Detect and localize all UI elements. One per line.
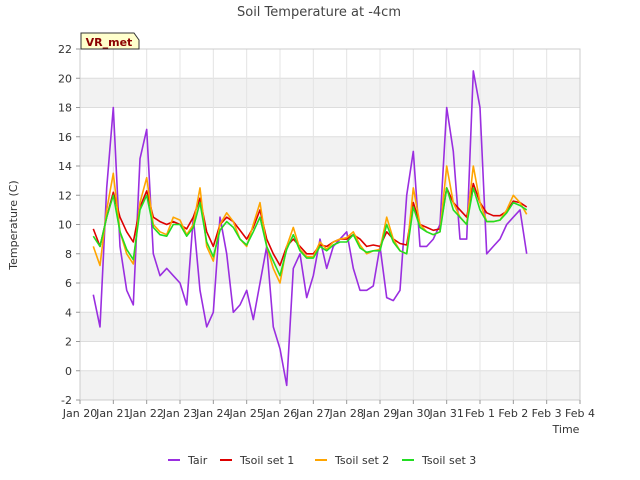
background-band: [80, 312, 580, 342]
chart-title: Soil Temperature at -4cm: [237, 5, 401, 20]
x-tick-label: Jan 22: [128, 407, 163, 420]
y-axis-ticks: -2 0 2 4 6 8 10 12 14 16 18 20 22: [58, 43, 80, 407]
x-tick-label: Feb 1: [465, 407, 495, 420]
legend-label: Tsoil set 1: [239, 454, 294, 467]
x-tick-label: Jan 20: [62, 407, 97, 420]
x-tick-label: Jan 30: [395, 407, 430, 420]
x-tick-label: Jan 21: [95, 407, 130, 420]
series-line-tsoil-set-3: [92, 187, 528, 277]
y-tick-label: 12: [58, 189, 72, 202]
x-tick-label: Jan 26: [262, 407, 297, 420]
background-band: [80, 195, 580, 225]
y-tick-label: 8: [65, 248, 72, 261]
y-tick-label: 2: [65, 336, 72, 349]
x-tick-label: Jan 29: [362, 407, 397, 420]
y-tick-label: 14: [58, 160, 72, 173]
background-band: [80, 370, 580, 400]
y-tick-label: 18: [58, 102, 72, 115]
station-badge: VR_met: [80, 32, 140, 50]
x-tick-label: Jan 31: [428, 407, 463, 420]
y-tick-label: 6: [65, 277, 72, 290]
background-band: [80, 166, 580, 196]
y-axis-label: Temperature (C): [7, 180, 20, 270]
series-line-tair: [92, 70, 528, 387]
series-line-tsoil-set-2: [92, 165, 528, 284]
background-band: [80, 136, 580, 166]
y-tick-label: 16: [58, 131, 72, 144]
x-tick-label: Jan 23: [162, 407, 197, 420]
y-tick-label: 22: [58, 43, 72, 56]
y-tick-label: 20: [58, 72, 72, 85]
background-band: [80, 107, 580, 137]
x-tick-label: Feb 2: [498, 407, 528, 420]
background-band: [80, 49, 580, 79]
legend-label: Tsoil set 3: [421, 454, 476, 467]
y-tick-label: -2: [61, 394, 72, 407]
x-tick-label: Feb 4: [565, 407, 595, 420]
background-band: [80, 78, 580, 108]
x-tick-label: Jan 24: [195, 407, 230, 420]
x-tick-label: Jan 28: [328, 407, 363, 420]
y-tick-label: 0: [65, 365, 72, 378]
x-tick-label: Jan 27: [295, 407, 330, 420]
x-tick-label: Jan 25: [228, 407, 263, 420]
station-badge-label: VR_met: [86, 36, 133, 49]
y-tick-label: 4: [65, 306, 72, 319]
background-band: [80, 341, 580, 371]
series-lines: [92, 70, 528, 387]
legend: Tair Tsoil set 1 Tsoil set 2 Tsoil set 3: [168, 454, 476, 467]
y-tick-label: 10: [58, 219, 72, 232]
legend-label: Tsoil set 2: [334, 454, 389, 467]
legend-label: Tair: [187, 454, 208, 467]
background-band: [80, 283, 580, 313]
x-tick-label: Feb 3: [532, 407, 562, 420]
plot-background: [80, 49, 580, 400]
x-axis-label: Time: [552, 423, 580, 436]
station-badge-box: [80, 32, 140, 50]
